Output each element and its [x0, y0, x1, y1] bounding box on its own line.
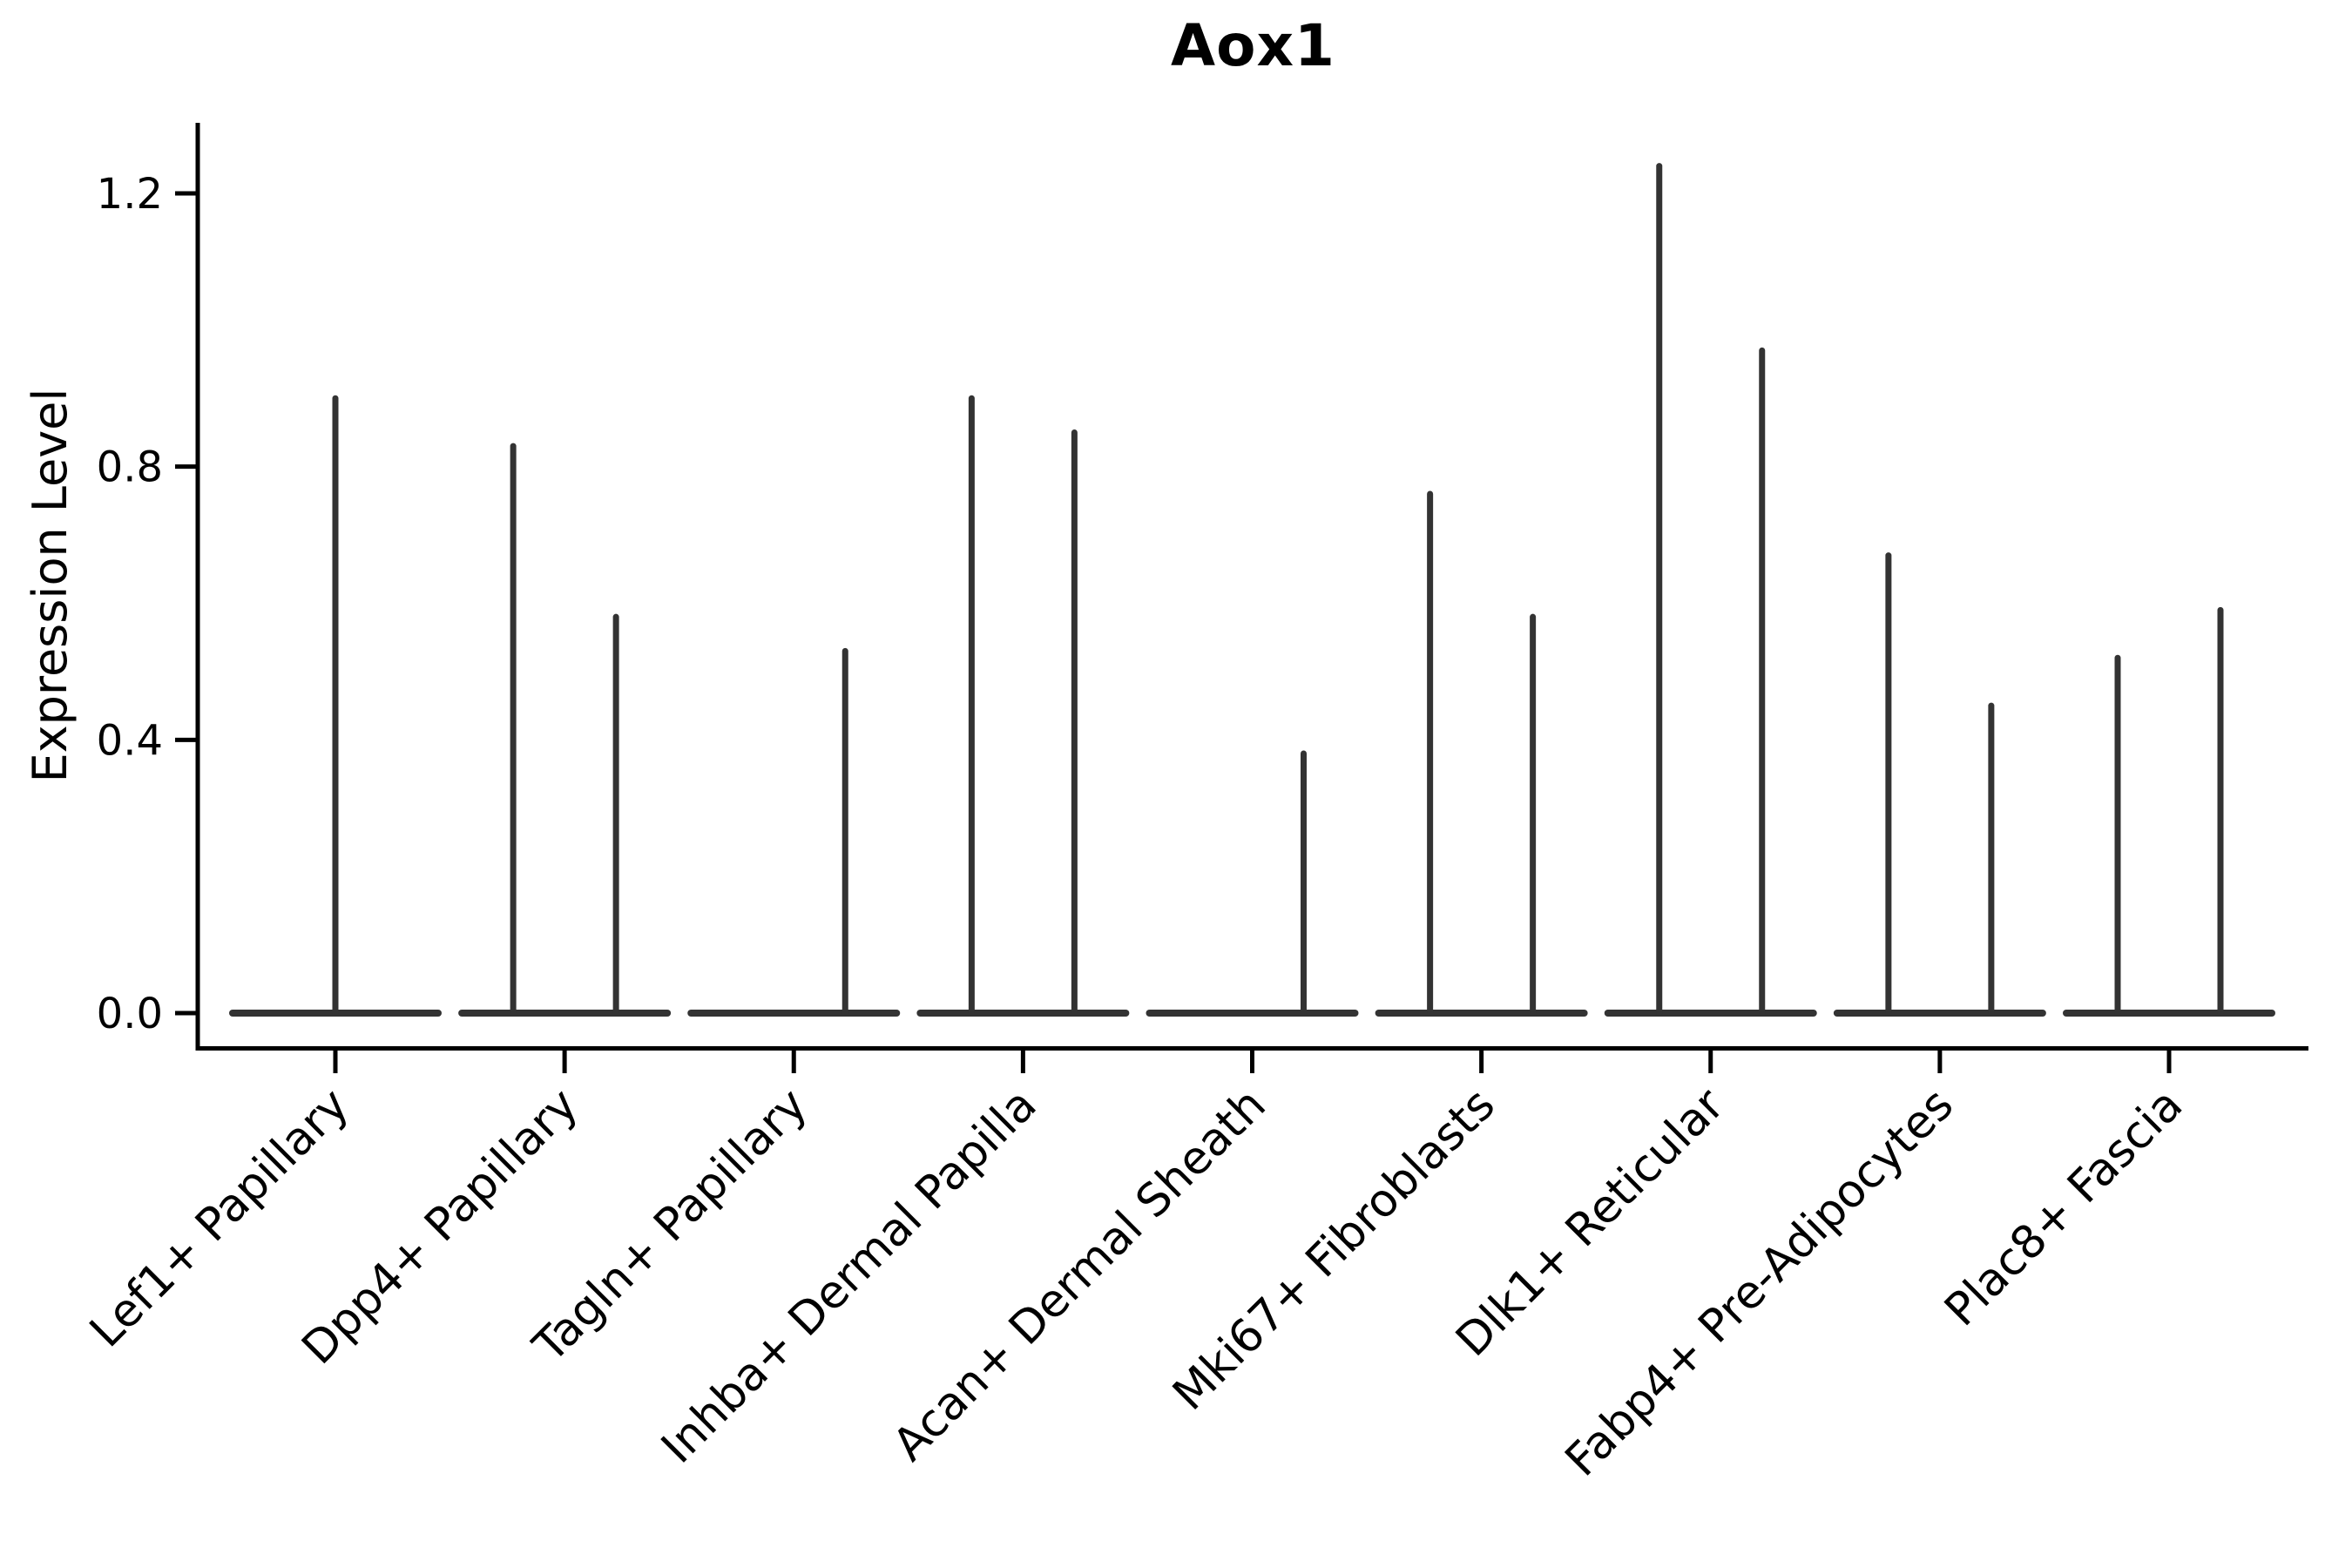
y-tick-label: 1.2 — [97, 170, 163, 219]
chart-title: Aox1 — [1171, 12, 1335, 79]
x-tick-label: Inhba+ Dermal Papilla — [652, 1078, 1046, 1473]
y-tick-label: 0.8 — [97, 443, 163, 492]
x-tick-label: Acan+ Dermal Sheath — [883, 1078, 1276, 1471]
x-tick-label: Fabp4+ Pre-Adipocytes — [1556, 1078, 1963, 1486]
y-tick-label: 0.4 — [97, 716, 163, 765]
y-tick-label: 0.0 — [97, 990, 163, 1038]
x-tick-label: Plac8+ Fascia — [1935, 1078, 2193, 1336]
